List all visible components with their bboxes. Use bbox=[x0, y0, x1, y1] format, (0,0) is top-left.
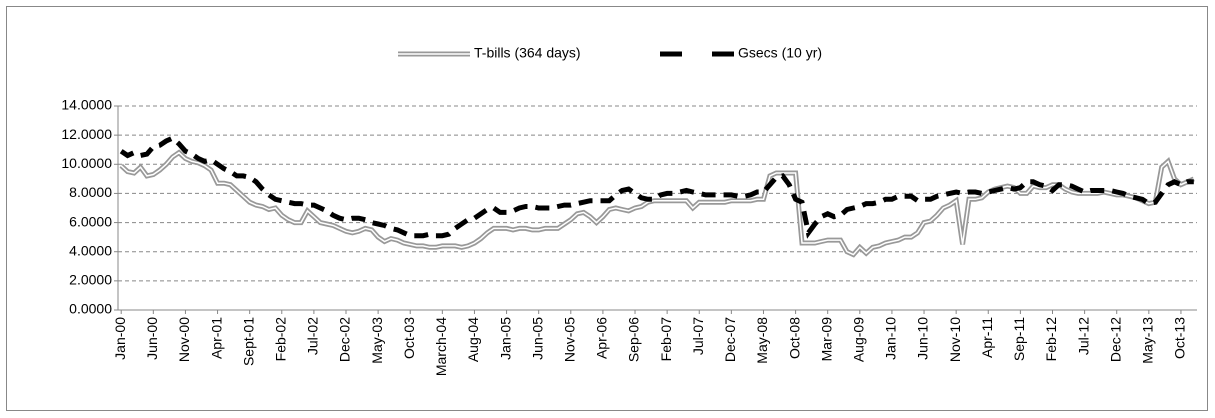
x-tick-label: Sept-01 bbox=[240, 317, 256, 366]
x-tick-label: Jun-10 bbox=[915, 317, 931, 360]
x-tick-label: Dec-12 bbox=[1107, 317, 1123, 362]
x-tick-label: Aug-04 bbox=[465, 317, 481, 362]
x-tick-label: Oct-03 bbox=[401, 317, 417, 359]
y-tick-label: 12.0000 bbox=[61, 126, 112, 142]
x-tick-label: Sep-06 bbox=[626, 317, 642, 362]
x-tick-label: Jun-00 bbox=[144, 317, 160, 360]
legend-label: Gsecs (10 yr) bbox=[738, 45, 822, 61]
x-tick-label: Apr-01 bbox=[208, 317, 224, 359]
x-tick-label: March-04 bbox=[433, 317, 449, 376]
x-tick-label: Apr-06 bbox=[594, 317, 610, 359]
y-tick-label: 8.0000 bbox=[69, 184, 112, 200]
x-tick-label: Feb-12 bbox=[1043, 317, 1059, 362]
x-tick-label: Oct-08 bbox=[786, 317, 802, 359]
x-tick-label: Dec-02 bbox=[337, 317, 353, 362]
x-tick-label: Nov-00 bbox=[176, 317, 192, 362]
x-tick-label: May-13 bbox=[1140, 317, 1156, 364]
x-tick-label: Oct-13 bbox=[1172, 317, 1188, 359]
x-tick-label: Jan-10 bbox=[883, 317, 899, 360]
y-tick-label: 4.0000 bbox=[69, 242, 112, 258]
x-tick-label: Jun-05 bbox=[529, 317, 545, 360]
x-tick-label: May-08 bbox=[754, 317, 770, 364]
y-tick-label: 10.0000 bbox=[61, 155, 112, 171]
y-tick-label: 14.0000 bbox=[61, 97, 112, 113]
x-tick-label: Dec-07 bbox=[722, 317, 738, 362]
x-tick-label: Feb-02 bbox=[272, 317, 288, 362]
x-tick-label: May-03 bbox=[369, 317, 385, 364]
x-tick-label: Sep-11 bbox=[1011, 317, 1027, 361]
x-tick-label: Mar-09 bbox=[818, 317, 834, 362]
x-tick-label: Jul-02 bbox=[305, 317, 321, 355]
x-tick-label: Jul-12 bbox=[1075, 317, 1091, 355]
x-tick-label: Feb-07 bbox=[658, 317, 674, 362]
x-tick-label: Nov-10 bbox=[947, 317, 963, 362]
legend-label: T-bills (364 days) bbox=[474, 45, 581, 61]
y-tick-label: 0.0000 bbox=[69, 301, 112, 317]
x-tick-label: Apr-11 bbox=[979, 317, 995, 358]
x-tick-label: Jan-05 bbox=[497, 317, 513, 360]
y-tick-label: 2.0000 bbox=[69, 272, 112, 288]
x-tick-label: Nov-05 bbox=[561, 317, 577, 362]
y-tick-label: 6.0000 bbox=[69, 213, 112, 229]
x-tick-label: Jul-07 bbox=[690, 317, 706, 355]
x-tick-label: Jan-00 bbox=[112, 317, 128, 360]
x-tick-label: Aug-09 bbox=[851, 317, 867, 362]
series-line bbox=[119, 135, 1194, 239]
